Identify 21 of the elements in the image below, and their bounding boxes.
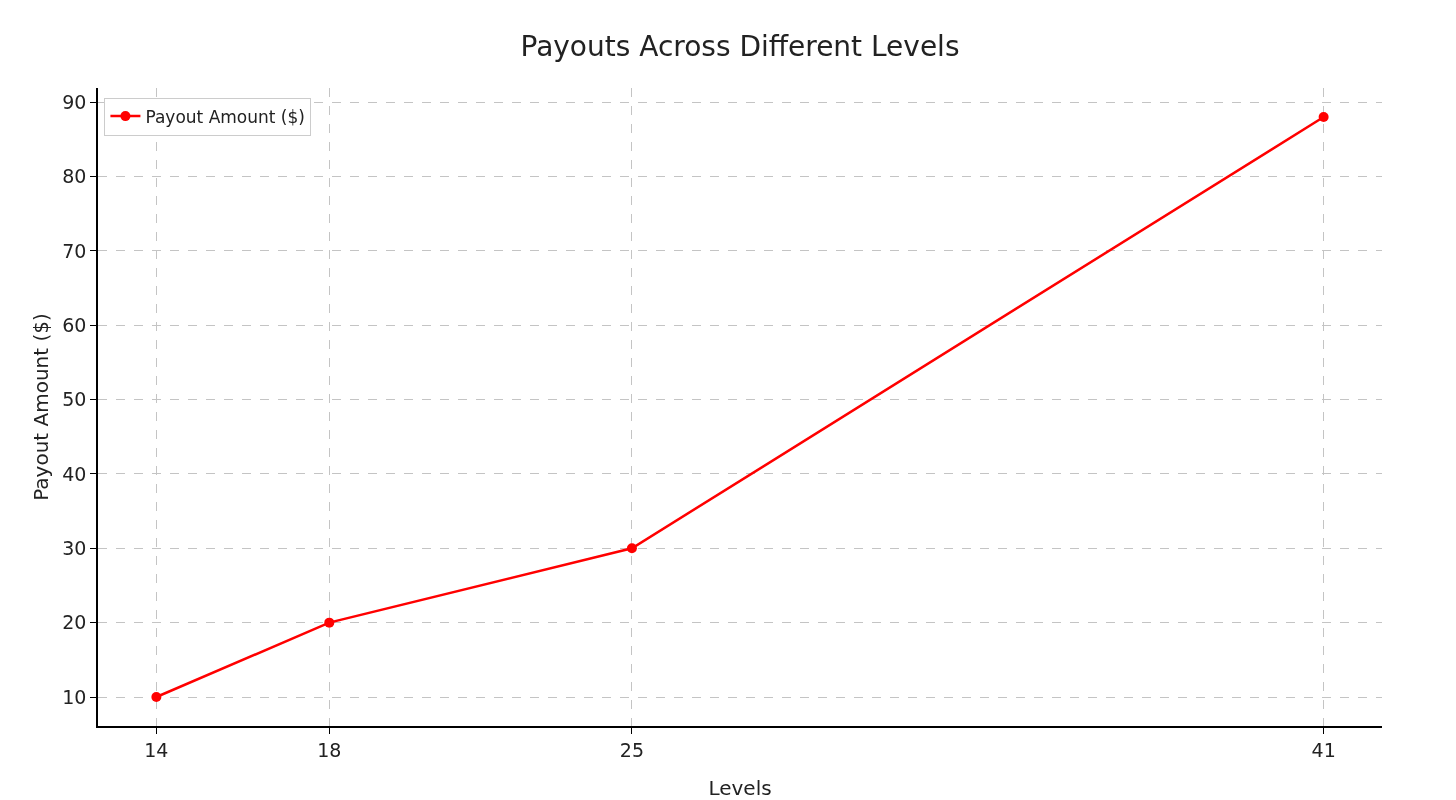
point — [1318, 112, 1329, 122]
point — [324, 617, 335, 628]
y-tick-label: 40 — [62, 462, 87, 485]
point — [151, 692, 162, 702]
point — [626, 543, 637, 554]
y-tick-label: 90 — [62, 90, 87, 113]
legend-label: Payout Amount ($) — [145, 106, 305, 127]
y-tick-label: 80 — [62, 165, 87, 188]
x-tick-label: 18 — [317, 738, 342, 761]
x-tick-label: 25 — [619, 738, 645, 761]
x-tick-label: 14 — [144, 738, 169, 761]
chart-title: Payouts Across Different Levels — [520, 29, 960, 63]
y-tick-label: 20 — [62, 611, 87, 634]
y-tick-label: 30 — [62, 536, 87, 559]
y-axis-title: Payout Amount ($) — [28, 313, 53, 501]
x-axis-title: Levels — [708, 776, 772, 800]
y-tick-label: 60 — [62, 313, 87, 336]
x-tick-label: 41 — [1311, 738, 1336, 761]
y-tick-label: 70 — [62, 239, 87, 262]
y-tick-label: 50 — [62, 388, 87, 411]
y-tick-label: 10 — [62, 685, 87, 708]
